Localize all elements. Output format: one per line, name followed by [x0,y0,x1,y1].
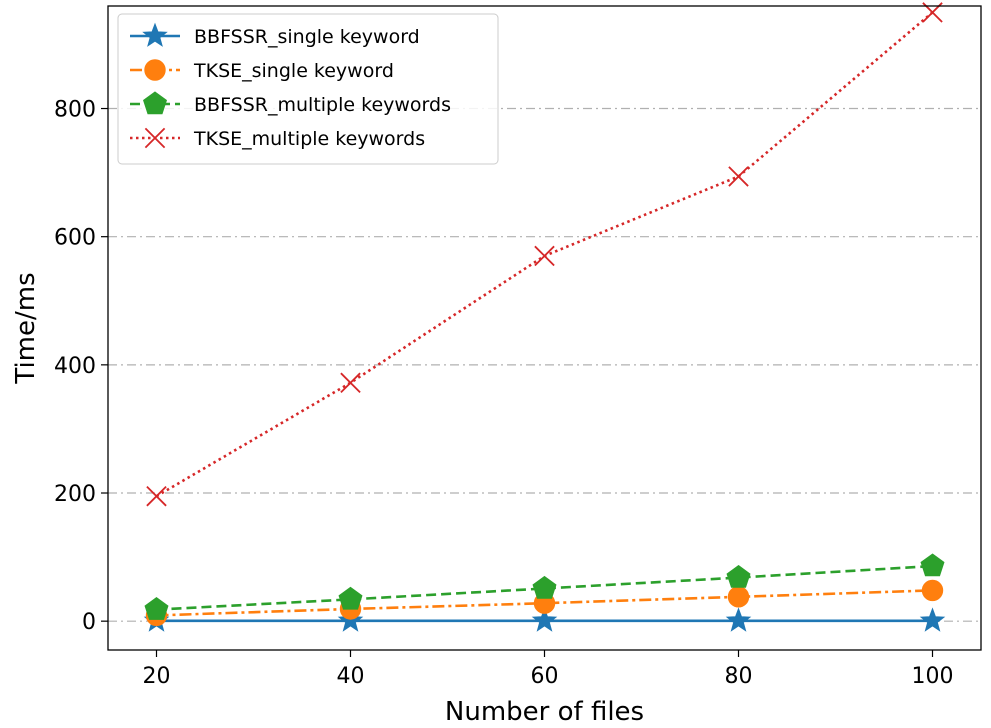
legend-marker-2 [143,91,167,115]
legend-entry-2: BBFSSR_multiple keywords [194,94,451,116]
series-markers [143,2,946,632]
point-s0-4 [919,607,946,632]
legend: BBFSSR_single keyword TKSE_single keyword… [117,13,499,165]
point-s1-4 [921,579,944,602]
point-s2-2 [532,575,557,599]
legend-marker-0 [142,22,168,47]
xtick-label-20: 20 [143,664,171,689]
grid-lines [108,107,981,622]
point-s3-1 [340,372,361,394]
point-s0-2 [531,607,558,632]
ytick-label-400: 400 [54,354,96,379]
point-s3-0 [146,485,167,507]
ytick-label-0: 0 [82,610,96,635]
legend-marker-1 [144,59,166,81]
legend-marker-3 [144,127,166,149]
x-axis-ticks: 20 40 60 80 100 [143,650,954,689]
point-s3-2 [534,245,555,267]
x-axis-label: Number of files [445,697,644,727]
ytick-label-800: 800 [54,98,96,123]
point-s2-4 [920,553,945,577]
legend-entry-3: TKSE_multiple keywords [193,128,425,150]
xtick-label-80: 80 [725,664,753,689]
point-s0-3 [725,607,752,632]
point-s2-1 [338,586,363,610]
point-s2-0 [144,597,169,620]
xtick-label-100: 100 [912,664,954,689]
point-s2-3 [726,564,751,588]
legend-box [117,13,499,165]
series-line-1 [156,589,933,617]
xtick-label-40: 40 [337,664,365,689]
point-s0-1 [337,607,364,632]
ytick-label-600: 600 [54,226,96,251]
legend-entry-1: TKSE_single keyword [193,60,394,82]
legend-entry-0: BBFSSR_single keyword [194,26,420,48]
y-axis-ticks: 0 200 400 600 800 [54,98,108,635]
point-s1-3 [727,586,750,608]
xtick-label-60: 60 [531,664,559,689]
ytick-label-200: 200 [54,482,96,507]
point-s3-3 [728,166,749,187]
y-axis-label: Time/ms [11,272,41,384]
series-line-2 [156,564,933,611]
